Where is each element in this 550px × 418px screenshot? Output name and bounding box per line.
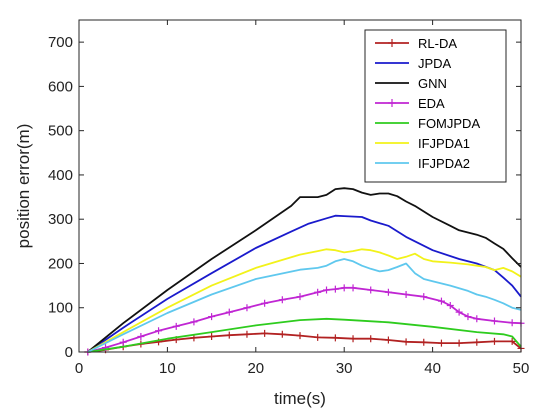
legend-label: RL-DA xyxy=(418,36,457,51)
x-tick-label: 10 xyxy=(159,360,176,377)
plot-area-frame xyxy=(78,19,522,353)
series-point-eda xyxy=(384,288,392,296)
series-point-eda xyxy=(137,333,145,341)
series-point-eda xyxy=(508,319,516,327)
series-point-rl-da xyxy=(208,333,216,341)
y-tick-label: 300 xyxy=(48,211,73,228)
y-tick-label: 600 xyxy=(48,78,73,95)
y-tick-label: 400 xyxy=(48,167,73,184)
series-point-rl-da xyxy=(314,333,322,341)
series-point-eda xyxy=(314,288,322,296)
series-point-eda xyxy=(331,285,339,293)
series-point-rl-da xyxy=(331,334,339,342)
x-tick-label: 50 xyxy=(513,360,530,377)
series-point-rl-da xyxy=(261,329,269,337)
series-point-rl-da xyxy=(225,331,233,339)
legend-box xyxy=(364,29,507,183)
series-point-eda xyxy=(437,297,445,305)
series-point-rl-da xyxy=(278,330,286,338)
series-layer xyxy=(84,187,525,356)
y-tick-label: 100 xyxy=(48,300,73,317)
series-point-eda xyxy=(464,313,472,321)
legend: RL-DA JPDA GNN EDA FOMJPDA IFJPDA1 IFJPDA2 xyxy=(364,29,507,183)
series-point-rl-da xyxy=(384,336,392,344)
series-line-ifjpda2 xyxy=(87,258,522,353)
series-point-rl-da xyxy=(508,337,516,345)
series-point-eda xyxy=(420,293,428,301)
legend-label: IFJPDA2 xyxy=(418,156,470,171)
series-point-eda xyxy=(367,286,375,294)
legend-label: IFJPDA1 xyxy=(418,136,470,151)
legend-label: GNN xyxy=(418,76,447,91)
series-point-eda xyxy=(243,304,251,312)
series-line-fomjpda xyxy=(87,317,522,353)
series-point-eda xyxy=(446,302,454,310)
series-point-eda xyxy=(278,296,286,304)
series-point-eda xyxy=(323,286,331,294)
series-point-eda xyxy=(296,293,304,301)
series-point-eda xyxy=(402,290,410,298)
series-point-rl-da xyxy=(420,338,428,346)
series-point-eda xyxy=(155,327,163,335)
x-tick-label: 0 xyxy=(75,360,83,377)
series-point-eda xyxy=(473,315,481,323)
series-point-rl-da xyxy=(349,335,357,343)
x-axis-label: time(s) xyxy=(274,389,326,408)
legend-marker xyxy=(388,99,396,107)
series-line-jpda xyxy=(87,214,522,353)
legend-marker xyxy=(388,39,396,47)
y-tick-label: 500 xyxy=(48,123,73,140)
series-line-gnn xyxy=(87,187,522,353)
series-point-eda xyxy=(455,308,463,316)
x-tick-label: 30 xyxy=(336,360,353,377)
x-tick-label: 20 xyxy=(247,360,264,377)
series-point-rl-da xyxy=(243,330,251,338)
y-tick-label: 700 xyxy=(48,34,73,51)
x-tick-label: 40 xyxy=(424,360,441,377)
series-point-eda xyxy=(261,299,269,307)
y-tick-label: 0 xyxy=(65,344,73,361)
series-point-rl-da xyxy=(367,335,375,343)
legend-label: EDA xyxy=(418,96,445,111)
series-line-ifjpda1 xyxy=(87,248,522,353)
series-point-rl-da xyxy=(473,338,481,346)
series-point-eda xyxy=(340,284,348,292)
series-point-eda xyxy=(225,308,233,316)
series-point-eda xyxy=(208,313,216,321)
series-point-rl-da xyxy=(490,337,498,345)
legend-label: FOMJPDA xyxy=(418,116,480,131)
series-point-rl-da xyxy=(455,339,463,347)
series-point-eda xyxy=(349,284,357,292)
y-axis-label: position error(m) xyxy=(14,124,33,249)
series-point-eda xyxy=(172,322,180,330)
legend-label: JPDA xyxy=(418,56,452,71)
series-point-rl-da xyxy=(402,338,410,346)
series-point-eda xyxy=(490,317,498,325)
series-point-eda xyxy=(119,338,127,346)
y-tick-label: 200 xyxy=(48,255,73,272)
series-point-eda xyxy=(190,318,198,326)
series-point-rl-da xyxy=(296,332,304,340)
series-point-rl-da xyxy=(437,339,445,347)
series-line-eda xyxy=(87,286,522,353)
